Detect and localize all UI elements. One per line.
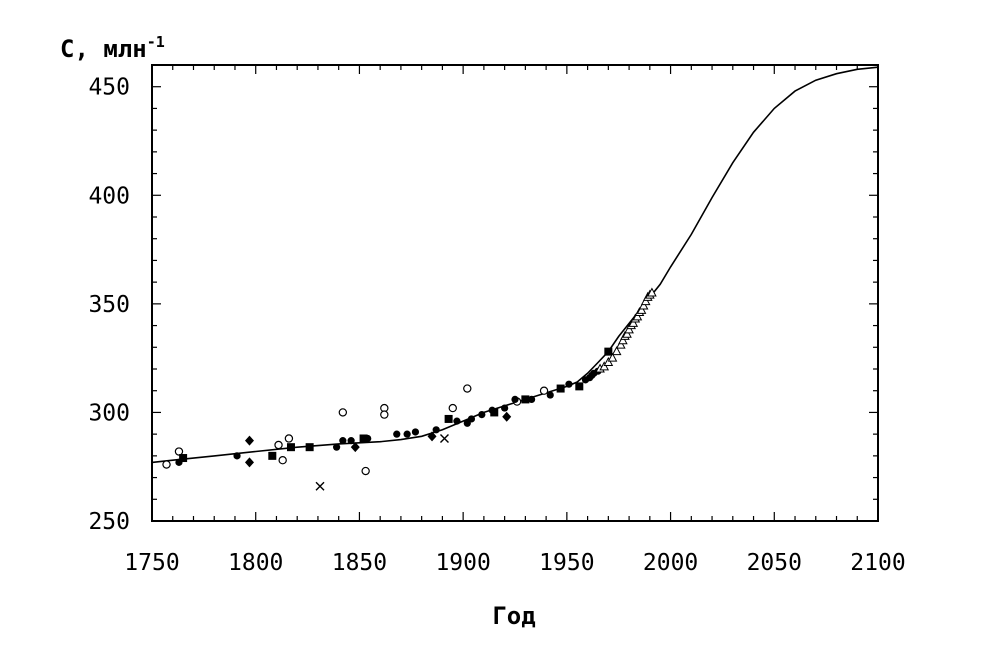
x-axis-ticks: 1750 1800 1850 1900 1950 2000 2050 2100 (124, 65, 906, 576)
open-triangle-point (624, 324, 634, 334)
open-circle-point (284, 434, 294, 443)
y-axis-title: C, млн-1 (60, 33, 165, 63)
open-triangle-point (647, 287, 657, 297)
filled-circle-point (467, 415, 476, 423)
filled-square-point (268, 451, 277, 460)
filled-circle-point (546, 391, 554, 399)
y-tick-label: 350 (88, 292, 130, 318)
open-circle-point (539, 386, 549, 395)
open-triangle-point (638, 300, 649, 310)
filled-square-point (305, 443, 314, 452)
filled-diamond-point (244, 435, 254, 446)
open-triangle-point (603, 356, 614, 366)
x-tick-label: 1800 (228, 550, 283, 576)
filled-square-point (286, 443, 295, 452)
data-markers-layer (162, 287, 657, 491)
open-triangle-point (611, 346, 622, 356)
filled-circle-point (511, 395, 519, 403)
open-circle-point (338, 408, 348, 417)
open-circle-point (278, 456, 287, 465)
filled-circle-point (432, 426, 440, 434)
filled-square-point (521, 395, 530, 404)
x-tick-label: 1900 (435, 550, 490, 576)
x-tick-label: 1950 (539, 550, 594, 576)
open-circle-point (162, 460, 171, 469)
y-tick-label: 250 (88, 509, 130, 535)
filled-diamond-point (244, 457, 254, 468)
filled-circle-point (347, 437, 355, 445)
cross-point (315, 481, 325, 491)
open-triangle-point (599, 361, 610, 371)
x-tick-label: 2000 (643, 550, 698, 576)
filled-square-point (556, 384, 565, 393)
filled-circle-point (411, 428, 420, 436)
open-triangle-point (640, 296, 651, 306)
plot-frame (151, 64, 879, 522)
model-curve-layer (151, 66, 879, 464)
filled-diamond-point (427, 431, 437, 442)
open-triangle-point (636, 304, 647, 314)
filled-square-point (179, 454, 188, 463)
open-triangle-point (607, 352, 618, 362)
filled-square-point (604, 347, 613, 356)
open-triangle-point (632, 311, 643, 321)
x-tick-label: 1750 (124, 550, 179, 576)
open-circle-point (361, 466, 370, 476)
filled-square-point (359, 434, 368, 443)
filled-circle-point (478, 411, 486, 419)
x-tick-label: 2100 (850, 550, 905, 576)
filled-circle-point (233, 452, 241, 460)
open-circle-point (380, 410, 389, 419)
y-axis-title-exponent: -1 (147, 33, 165, 51)
y-tick-label: 450 (88, 75, 130, 101)
filled-circle-point (453, 417, 461, 425)
y-axis-title-text: C, млн (60, 35, 147, 63)
open-circle-point (463, 384, 472, 393)
filled-circle-point (501, 404, 509, 412)
filled-diamond-point (502, 411, 512, 422)
open-triangle-point (618, 335, 628, 345)
filled-circle-point (403, 430, 411, 438)
y-tick-label: 300 (88, 400, 130, 426)
x-tick-label: 1850 (332, 550, 387, 576)
filled-circle-point (565, 380, 573, 388)
filled-square-point (444, 414, 453, 423)
open-circle-point (174, 447, 184, 456)
model-curve (151, 66, 879, 464)
open-circle-point (448, 403, 457, 413)
open-triangle-point (628, 317, 639, 327)
filled-circle-point (333, 443, 341, 451)
filled-circle-point (339, 437, 347, 445)
filled-circle-point (527, 395, 536, 403)
y-tick-label: 400 (88, 183, 130, 209)
x-axis-title: Год (492, 602, 535, 630)
open-triangle-point (622, 328, 632, 338)
cross-point (439, 433, 449, 443)
x-tick-label: 2050 (747, 550, 802, 576)
filled-square-point (575, 382, 584, 391)
filled-circle-point (393, 430, 401, 438)
open-triangle-point (615, 339, 626, 349)
open-circle-point (274, 440, 283, 450)
filled-diamond-point (350, 442, 360, 453)
y-axis-ticks: 250 300 350 400 450 (88, 64, 878, 535)
filled-square-point (490, 408, 499, 417)
